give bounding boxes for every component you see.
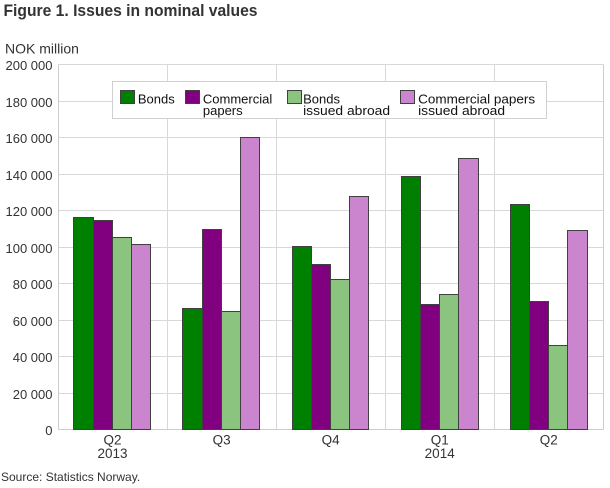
svg-text:Q3: Q3 — [213, 433, 231, 448]
svg-text:2013: 2013 — [98, 446, 128, 461]
svg-text:100 000: 100 000 — [6, 241, 53, 256]
svg-text:Figure 1. Issues in nominal va: Figure 1. Issues in nominal values — [4, 1, 258, 20]
svg-text:60 000: 60 000 — [13, 314, 53, 329]
svg-text:Q4: Q4 — [322, 433, 341, 448]
svg-text:issued abroad: issued abroad — [303, 103, 390, 118]
svg-text:Q2: Q2 — [540, 433, 558, 448]
svg-text:20 000: 20 000 — [13, 387, 53, 402]
svg-text:120 000: 120 000 — [6, 204, 53, 219]
svg-text:2014: 2014 — [425, 446, 456, 461]
svg-text:Commercial papers: Commercial papers — [418, 91, 536, 106]
svg-text:NOK million: NOK million — [5, 41, 79, 57]
svg-text:Source: Statistics Norway.: Source: Statistics Norway. — [1, 470, 140, 484]
svg-text:80 000: 80 000 — [13, 277, 53, 292]
svg-text:40 000: 40 000 — [13, 350, 53, 365]
svg-text:Q1: Q1 — [431, 433, 449, 448]
svg-text:Q2: Q2 — [104, 433, 122, 448]
svg-text:Bonds: Bonds — [303, 91, 340, 106]
svg-text:160 000: 160 000 — [6, 131, 53, 146]
svg-text:papers: papers — [203, 103, 243, 118]
svg-text:180 000: 180 000 — [6, 95, 53, 110]
svg-text:Commercial: Commercial — [203, 91, 272, 106]
svg-text:issued abroad: issued abroad — [418, 103, 505, 118]
svg-text:0: 0 — [45, 423, 52, 438]
svg-text:200 000: 200 000 — [6, 58, 53, 73]
svg-text:140 000: 140 000 — [6, 168, 53, 183]
svg-text:Bonds: Bonds — [138, 91, 175, 106]
